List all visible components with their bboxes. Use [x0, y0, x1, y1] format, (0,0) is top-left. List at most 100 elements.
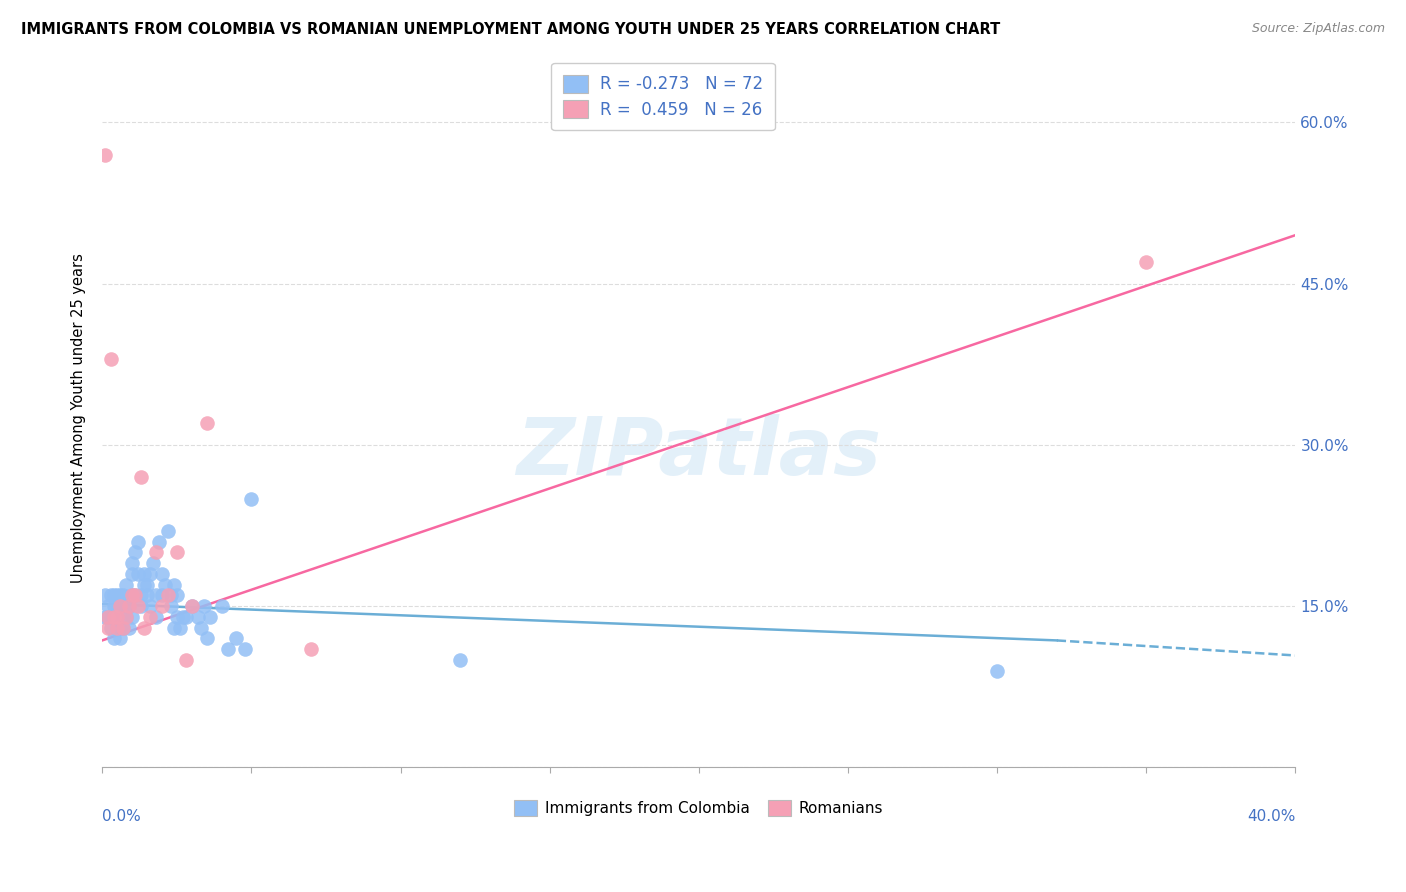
Point: [195, 417, 218, 431]
Point: [103, 599, 125, 613]
Text: Source: ZipAtlas.com: Source: ZipAtlas.com: [1251, 22, 1385, 36]
Point: [94, 588, 117, 602]
Text: 0.0%: 0.0%: [103, 809, 141, 824]
Point: [97, 609, 120, 624]
Point: [180, 599, 202, 613]
Point: [115, 609, 138, 624]
Point: [190, 620, 212, 634]
Point: [136, 588, 159, 602]
Legend: Immigrants from Colombia, Romanians: Immigrants from Colombia, Romanians: [509, 794, 890, 822]
Text: ZIPatlas: ZIPatlas: [516, 414, 882, 491]
Point: [108, 599, 131, 613]
Point: [100, 588, 122, 602]
Point: [121, 609, 143, 624]
Point: [103, 632, 125, 646]
Point: [115, 577, 138, 591]
Point: [156, 524, 179, 538]
Point: [112, 620, 135, 634]
Point: [166, 609, 188, 624]
Point: [121, 556, 143, 570]
Point: [153, 577, 176, 591]
Point: [105, 620, 128, 634]
Point: [139, 599, 162, 613]
Point: [105, 599, 128, 613]
Point: [97, 599, 120, 613]
Point: [108, 599, 131, 613]
Point: [129, 588, 152, 602]
Point: [115, 599, 138, 613]
Point: [174, 653, 197, 667]
Point: [121, 566, 143, 581]
Point: [105, 588, 128, 602]
Point: [986, 664, 1008, 678]
Point: [100, 351, 122, 366]
Text: 40.0%: 40.0%: [1247, 809, 1295, 824]
Point: [121, 588, 143, 602]
Point: [118, 620, 141, 634]
Text: IMMIGRANTS FROM COLOMBIA VS ROMANIAN UNEMPLOYMENT AMONG YOUTH UNDER 25 YEARS COR: IMMIGRANTS FROM COLOMBIA VS ROMANIAN UNE…: [21, 22, 1000, 37]
Point: [129, 599, 152, 613]
Point: [166, 588, 188, 602]
Point: [150, 588, 173, 602]
Point: [124, 545, 146, 559]
Point: [187, 609, 209, 624]
Point: [193, 599, 215, 613]
Point: [124, 588, 146, 602]
Point: [299, 642, 322, 657]
Point: [112, 609, 135, 624]
Y-axis label: Unemployment Among Youth under 25 years: Unemployment Among Youth under 25 years: [72, 253, 86, 582]
Point: [145, 545, 167, 559]
Point: [136, 577, 159, 591]
Point: [148, 534, 170, 549]
Point: [172, 609, 194, 624]
Point: [97, 609, 120, 624]
Point: [139, 609, 162, 624]
Point: [225, 632, 247, 646]
Point: [127, 534, 149, 549]
Point: [211, 599, 233, 613]
Point: [105, 620, 128, 634]
Point: [449, 653, 471, 667]
Point: [121, 588, 143, 602]
Point: [163, 577, 186, 591]
Point: [97, 620, 120, 634]
Point: [150, 599, 173, 613]
Point: [124, 588, 146, 602]
Point: [132, 566, 155, 581]
Point: [174, 609, 197, 624]
Point: [103, 588, 125, 602]
Point: [127, 599, 149, 613]
Point: [105, 609, 128, 624]
Point: [94, 609, 117, 624]
Point: [118, 599, 141, 613]
Point: [139, 566, 162, 581]
Point: [217, 642, 239, 657]
Point: [240, 491, 263, 506]
Point: [118, 599, 141, 613]
Point: [108, 588, 131, 602]
Point: [127, 566, 149, 581]
Point: [112, 620, 135, 634]
Point: [100, 620, 122, 634]
Point: [105, 609, 128, 624]
Point: [180, 599, 202, 613]
Point: [159, 588, 181, 602]
Point: [235, 642, 257, 657]
Point: [163, 620, 186, 634]
Point: [145, 588, 167, 602]
Point: [1135, 255, 1157, 269]
Point: [159, 599, 181, 613]
Point: [132, 577, 155, 591]
Point: [103, 609, 125, 624]
Point: [150, 566, 173, 581]
Point: [142, 556, 165, 570]
Point: [132, 620, 155, 634]
Point: [112, 588, 135, 602]
Point: [94, 147, 117, 161]
Point: [145, 609, 167, 624]
Point: [166, 545, 188, 559]
Point: [198, 609, 221, 624]
Point: [169, 620, 191, 634]
Point: [115, 609, 138, 624]
Point: [108, 620, 131, 634]
